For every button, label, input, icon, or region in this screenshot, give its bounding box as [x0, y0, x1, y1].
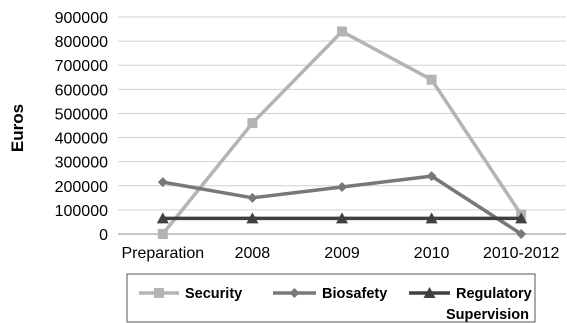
data-point-regulatory-supervision — [156, 212, 169, 224]
legend-item-regulatory-supervision: Regulatory Supervision — [409, 286, 532, 323]
x-tick-label: 2008 — [235, 245, 271, 262]
series-regulatory-supervision — [156, 212, 528, 224]
data-point-biosafety — [337, 181, 347, 192]
legend-box — [126, 273, 536, 323]
y-tick-label: 900000 — [55, 10, 108, 27]
legend-label-regulatory-supervision: Regulatory Supervision — [446, 286, 532, 323]
legend-marker-regulatory-supervision — [423, 287, 436, 298]
legend-label-biosafety: Biosafety — [322, 286, 387, 302]
y-tick-label: 500000 — [55, 106, 108, 123]
series — [156, 26, 528, 239]
data-point-security — [157, 229, 168, 239]
legend-marker-security — [154, 288, 164, 298]
data-point-regulatory-supervision — [425, 212, 438, 224]
legend-label-security: Security — [185, 286, 242, 302]
legend-item-biosafety: Biosafety — [273, 286, 387, 302]
data-point-biosafety — [426, 171, 437, 182]
y-tick-label: 300000 — [55, 155, 108, 172]
data-point-security — [247, 118, 258, 129]
x-tick-labels: Preparation 2008 2009 2010 2010-2012 — [121, 245, 559, 262]
legend-marker-biosafety — [289, 288, 300, 298]
x-tick-label: 2009 — [324, 245, 360, 262]
y-tick-label: 400000 — [55, 131, 108, 148]
y-tick-label: 0 — [99, 227, 108, 244]
data-point-regulatory-supervision — [246, 212, 259, 224]
y-tick-label: 200000 — [55, 179, 108, 196]
y-tick-label: 100000 — [55, 203, 108, 220]
y-axis-label: Euros — [8, 104, 27, 152]
y-tick-labels: 0 100000 200000 300000 400000 500000 600000 700… — [55, 10, 108, 244]
y-tick-label: 600000 — [55, 82, 108, 99]
x-tick-label: 2010 — [414, 245, 450, 262]
y-tick-label: 700000 — [55, 58, 108, 75]
data-point-security — [426, 74, 437, 85]
y-tick-label: 800000 — [55, 34, 108, 51]
x-tick-label: Preparation — [121, 245, 204, 262]
data-point-security — [337, 26, 347, 37]
data-point-regulatory-supervision — [515, 212, 528, 224]
data-point-regulatory-supervision — [336, 212, 348, 224]
data-point-biosafety — [247, 192, 258, 203]
legend-item-security: Security — [139, 286, 242, 302]
x-tick-label: 2010-2012 — [483, 245, 560, 262]
data-point-biosafety — [516, 229, 527, 239]
series-biosafety — [157, 171, 527, 239]
series-security — [157, 26, 527, 239]
legend: Security Biosafety Regulatory Supervision — [126, 273, 536, 323]
data-point-biosafety — [157, 177, 168, 188]
series-line-security — [161, 29, 523, 236]
